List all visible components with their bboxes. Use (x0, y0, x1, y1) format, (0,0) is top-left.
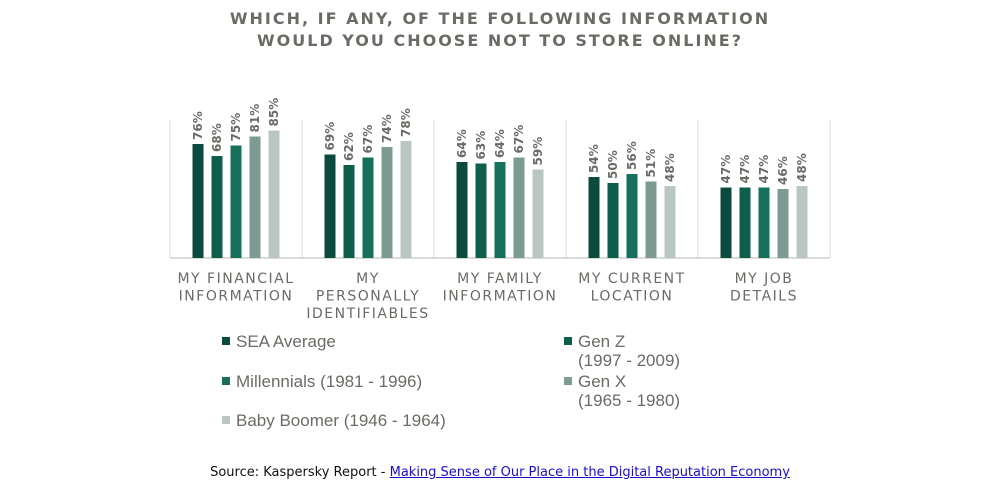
bar-baby-boomer-1946-1964-my-family-information (532, 169, 544, 258)
legend-label-gen-z-years: (1997 - 2009) (578, 351, 681, 370)
chart-title-line-1: WHICH, IF ANY, OF THE FOLLOWING INFORMAT… (229, 9, 771, 28)
bar-baby-boomer-1946-1964-my-financial-information (268, 130, 280, 258)
data-label-gen-z-1997-2009-my-job-details: 47% (738, 155, 752, 184)
category-label-my-current-location: MY CURRENT LOCATION (578, 271, 685, 305)
bar-gen-z-1997-2009-my-financial-information (211, 156, 223, 258)
data-label-gen-x-1965-1980-my-family-information: 67% (512, 125, 526, 154)
bar-gen-z-1997-2009-my-current-location (607, 183, 619, 258)
bar-millennials-1981-1996-my-financial-information (230, 145, 242, 258)
legend-label-millennials: Millennials (1981 - 1996) (236, 372, 423, 391)
data-label-gen-x-1965-1980-my-financial-information: 81% (248, 104, 262, 133)
legend-label-baby-boomer: Baby Boomer (1946 - 1964) (236, 411, 446, 430)
bar-baby-boomer-1946-1964-my-current-location (664, 186, 676, 258)
chart-title: WHICH, IF ANY, OF THE FOLLOWING INFORMAT… (0, 8, 1000, 52)
data-label-gen-x-1965-1980-my-job-details: 46% (776, 156, 790, 185)
data-label-gen-z-1997-2009-my-personally-identifiables: 62% (342, 132, 356, 161)
bar-gen-x-1965-1980-my-family-information (513, 157, 525, 258)
bar-sea-average-my-current-location (588, 177, 600, 258)
data-label-millennials-1981-1996-my-job-details: 47% (757, 155, 771, 184)
data-label-millennials-1981-1996-my-current-location: 56% (625, 141, 639, 170)
bar-gen-z-1997-2009-my-family-information (475, 163, 487, 258)
source-note: Source: Kaspersky Report - Making Sense … (0, 465, 1000, 480)
bar-chart: 76% 68% 75% 81% 85% MY FINANCIAL INFORMATION 69… (169, 98, 831, 322)
data-label-gen-z-1997-2009-my-family-information: 63% (474, 131, 488, 160)
data-label-millennials-1981-1996-my-personally-identifiables: 67% (361, 125, 375, 154)
bar-sea-average-my-job-details (720, 187, 732, 258)
data-label-gen-z-1997-2009-my-current-location: 50% (606, 150, 620, 179)
legend-swatch-baby-boomer (222, 416, 230, 424)
legend-swatch-gen-z (564, 337, 572, 345)
bar-baby-boomer-1946-1964-my-job-details (796, 186, 808, 258)
data-label-sea-average-my-current-location: 54% (587, 144, 601, 173)
data-label-gen-z-1997-2009-my-financial-information: 68% (210, 123, 224, 152)
data-label-gen-x-1965-1980-my-current-location: 51% (644, 149, 658, 178)
data-label-millennials-1981-1996-my-family-information: 64% (493, 129, 507, 158)
data-label-baby-boomer-1946-1964-my-job-details: 48% (795, 153, 809, 182)
data-label-baby-boomer-1946-1964-my-current-location: 48% (663, 153, 677, 182)
category-label-my-financial-information: MY FINANCIAL INFORMATION (177, 271, 294, 305)
legend-swatch-gen-x (564, 377, 572, 385)
source-prefix: Source: Kaspersky Report - (210, 465, 390, 480)
bar-sea-average-my-personally-identifiables (324, 154, 336, 258)
chart-legend: SEA Average Gen Z (1997 - 2009) Millenni… (222, 332, 681, 430)
legend-swatch-sea-average (222, 337, 230, 345)
bar-millennials-1981-1996-my-family-information (494, 162, 506, 258)
legend-label-sea-average: SEA Average (236, 332, 336, 351)
bar-gen-x-1965-1980-my-current-location (645, 181, 657, 258)
data-label-sea-average-my-personally-identifiables: 69% (323, 122, 337, 151)
data-label-sea-average-my-financial-information: 76% (191, 111, 205, 140)
legend-label-gen-x: Gen X (578, 372, 627, 391)
bar-sea-average-my-family-information (456, 162, 468, 258)
category-label-my-personally-identifiables: MY PERSONALLY IDENTIFIABLES (306, 271, 429, 322)
bar-gen-x-1965-1980-my-job-details (777, 189, 789, 258)
bar-gen-z-1997-2009-my-personally-identifiables (343, 165, 355, 258)
data-label-baby-boomer-1946-1964-my-financial-information: 85% (267, 98, 281, 127)
chart-title-line-2: WOULD YOU CHOOSE NOT TO STORE ONLINE? (257, 31, 743, 50)
bar-millennials-1981-1996-my-current-location (626, 174, 638, 258)
legend-label-gen-z: Gen Z (578, 332, 626, 351)
bar-millennials-1981-1996-my-job-details (758, 187, 770, 258)
bar-millennials-1981-1996-my-personally-identifiables (362, 157, 374, 258)
category-label-my-family-information: MY FAMILY INFORMATION (443, 271, 558, 305)
data-label-baby-boomer-1946-1964-my-personally-identifiables: 78% (399, 108, 413, 137)
data-label-gen-x-1965-1980-my-personally-identifiables: 74% (380, 114, 394, 143)
source-report-link[interactable]: Making Sense of Our Place in the Digital… (389, 465, 790, 480)
bar-gen-z-1997-2009-my-job-details (739, 187, 751, 258)
bar-gen-x-1965-1980-my-personally-identifiables (381, 147, 393, 258)
data-label-baby-boomer-1946-1964-my-family-information: 59% (531, 137, 545, 166)
data-label-millennials-1981-1996-my-financial-information: 75% (229, 113, 243, 142)
legend-label-gen-x-years: (1965 - 1980) (578, 391, 681, 410)
data-label-sea-average-my-family-information: 64% (455, 129, 469, 158)
category-label-my-job-details: MY JOB DETAILS (730, 271, 798, 305)
bar-sea-average-my-financial-information (192, 144, 204, 258)
legend-swatch-millennials (222, 377, 230, 385)
data-label-sea-average-my-job-details: 47% (719, 155, 733, 184)
bar-baby-boomer-1946-1964-my-personally-identifiables (400, 141, 412, 258)
bar-gen-x-1965-1980-my-financial-information (249, 136, 261, 258)
